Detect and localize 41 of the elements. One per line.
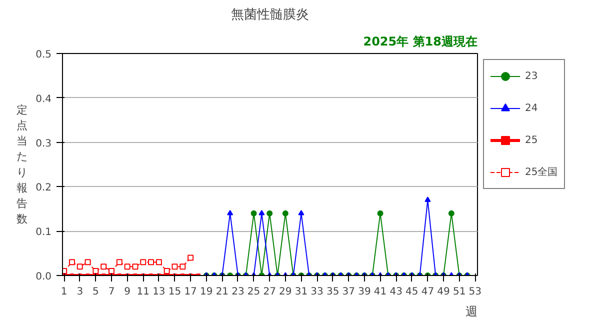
- x-tick-label: 27: [263, 286, 276, 298]
- x-tick-label: 45: [406, 286, 418, 298]
- x-tick-label: 37: [342, 286, 356, 298]
- x-axis-title: 週: [466, 304, 478, 318]
- chart-title: 無菌性髄膜炎: [231, 8, 309, 22]
- y-tick-label: 0.4: [36, 94, 52, 105]
- legend-label: 25: [525, 134, 539, 146]
- x-tick-label: 29: [279, 286, 292, 298]
- x-tick-label: 7: [108, 286, 115, 298]
- x-tick-label: 11: [136, 286, 150, 298]
- x-tick-label: 5: [92, 286, 99, 298]
- x-tick-label: 51: [452, 286, 466, 298]
- x-tick-label: 53: [468, 286, 482, 298]
- legend-label: 23: [525, 70, 539, 82]
- x-tick-label: 1: [60, 286, 68, 298]
- x-tick-label: 9: [124, 286, 131, 298]
- x-tick-label: 33: [310, 286, 324, 298]
- x-tick-label: 13: [152, 286, 166, 298]
- x-tick-label: 43: [390, 286, 402, 298]
- y-axis-title: 定点当たり報告数: [16, 103, 28, 226]
- x-tick-label: 23: [232, 286, 244, 298]
- x-tick-label: 39: [358, 286, 371, 298]
- x-tick-label: 25: [247, 286, 260, 298]
- y-tick-label: 0.0: [36, 272, 52, 282]
- x-tick-label: 19: [200, 286, 213, 298]
- x-tick-label: 35: [326, 286, 340, 298]
- chart-subtitle: 2025年 第18週現在: [363, 34, 478, 48]
- y-tick-label: 0.2: [36, 182, 52, 194]
- legend-label: 24: [525, 102, 539, 114]
- y-tick-label: 0.1: [36, 227, 52, 238]
- x-tick-label: 17: [184, 286, 197, 298]
- y-tick-label: 0.5: [36, 50, 52, 60]
- x-tick-label: 31: [294, 286, 308, 298]
- x-tick-label: 47: [421, 286, 434, 298]
- legend-label: 25全国: [525, 166, 558, 179]
- x-tick-label: 49: [437, 286, 450, 298]
- x-tick-label: 41: [374, 286, 387, 298]
- x-tick-label: 21: [216, 286, 229, 298]
- x-tick-label: 3: [76, 286, 84, 298]
- y-tick-label: 0.3: [36, 138, 52, 150]
- x-tick-label: 15: [168, 286, 182, 298]
